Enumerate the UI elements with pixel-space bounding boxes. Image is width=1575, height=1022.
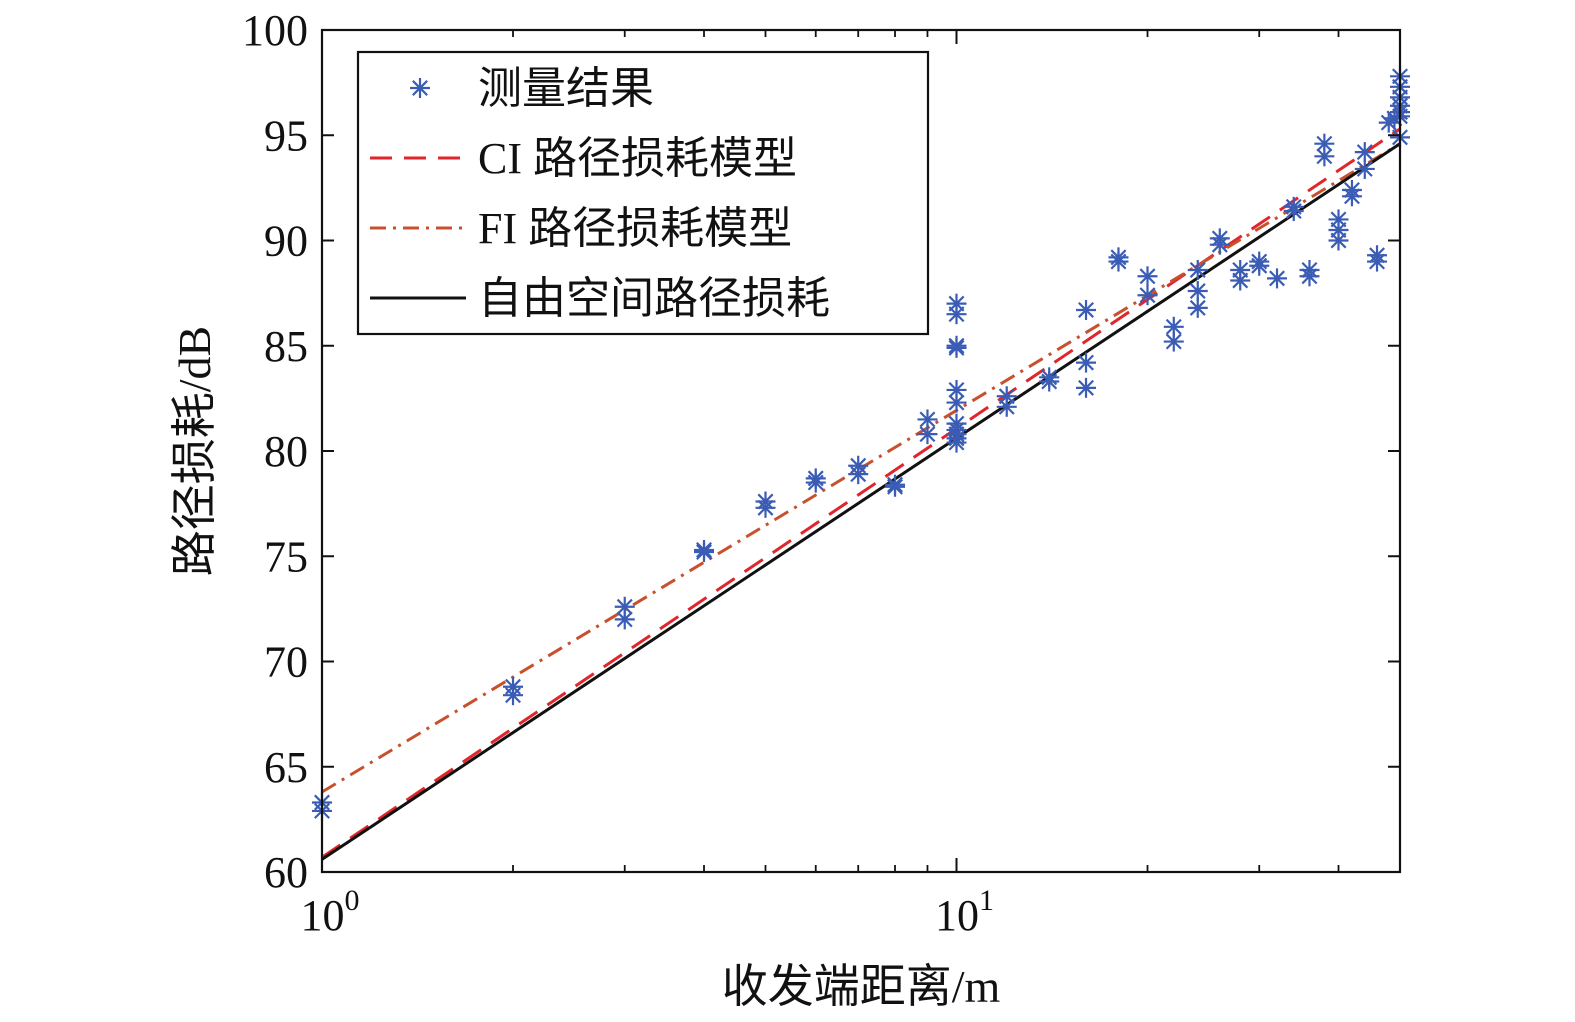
x-tick-label: 101 (935, 884, 994, 940)
data-point (1076, 299, 1097, 320)
data-point (1209, 234, 1230, 255)
legend-label: FI 路径损耗模型 (478, 204, 792, 253)
data-point (1367, 251, 1388, 272)
legend-marker (410, 78, 430, 98)
data-point (694, 539, 715, 560)
legend-label: 自由空间路径损耗 (478, 274, 830, 323)
data-point (1163, 331, 1184, 352)
y-tick-label: 75 (264, 532, 308, 581)
x-axis-label: 收发端距离/m (722, 961, 1001, 1012)
data-point (946, 392, 967, 413)
data-point (1187, 297, 1208, 318)
data-point (1341, 186, 1362, 207)
data-point (1187, 281, 1208, 302)
y-tick-label: 100 (242, 6, 308, 55)
y-tick-label: 95 (264, 111, 308, 160)
data-point (1137, 266, 1158, 287)
data-point (946, 419, 967, 440)
series-line-1 (321, 127, 1401, 859)
data-point (1354, 158, 1375, 179)
data-point (1314, 146, 1335, 167)
data-point (917, 424, 938, 445)
x-tick-label: 100 (301, 884, 360, 940)
data-point (1299, 266, 1320, 287)
y-axis-label: 路径损耗/dB (169, 326, 220, 576)
data-point (946, 337, 967, 358)
y-tick-label: 90 (264, 217, 308, 266)
data-point (1039, 371, 1060, 392)
legend-label: CI 路径损耗模型 (478, 134, 797, 183)
y-tick-label: 70 (264, 638, 308, 687)
data-point (848, 464, 869, 485)
y-tick-label: 80 (264, 427, 308, 476)
data-point (1328, 230, 1349, 251)
y-tick-label: 85 (264, 322, 308, 371)
data-point (996, 396, 1017, 417)
axes: 60 65 70 75 80 85 90 95 100 100 101 (242, 6, 1402, 940)
y-tick-label: 65 (264, 743, 308, 792)
data-point (885, 476, 906, 497)
data-point (1076, 377, 1097, 398)
data-point (1187, 259, 1208, 280)
data-point (805, 472, 826, 493)
data-point (1230, 270, 1251, 291)
data-point (755, 497, 776, 518)
data-point (946, 379, 967, 400)
y-tick-label: 60 (264, 848, 308, 897)
data-point (1283, 201, 1304, 222)
data-point (1137, 285, 1158, 306)
legend-box (356, 50, 930, 336)
data-point (1267, 268, 1288, 289)
data-point (1076, 352, 1097, 373)
data-point (1249, 255, 1270, 276)
series-line-3 (321, 142, 1401, 861)
legend-label: 测量结果 (478, 64, 654, 113)
data-point (946, 304, 967, 325)
data-point (614, 609, 635, 630)
data-point (503, 685, 524, 706)
data-point (1108, 251, 1129, 272)
data-point (1354, 142, 1375, 163)
